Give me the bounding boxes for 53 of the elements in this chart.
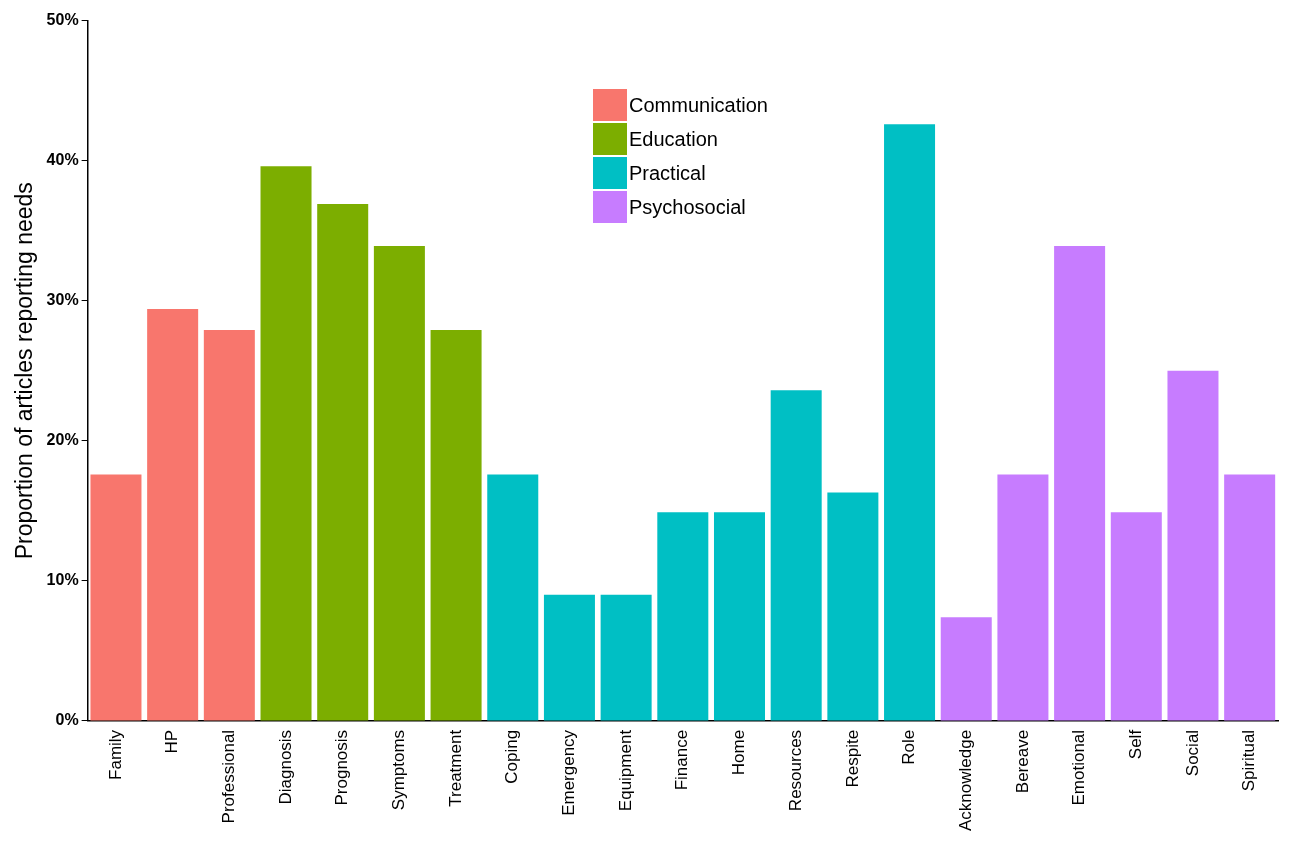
y-tick-label: 30%: [46, 291, 79, 309]
bar: [543, 594, 595, 721]
bar: [997, 474, 1049, 721]
legend-label: Practical: [629, 161, 706, 185]
y-tick-label: 50%: [46, 11, 79, 29]
bar: [203, 330, 255, 721]
y-tick-label: 0%: [55, 711, 79, 729]
x-tick-label: Bereave: [1012, 729, 1032, 794]
y-tick-label: 40%: [46, 151, 79, 169]
x-tick-label: Self: [1125, 729, 1145, 760]
x-tick-label: Home: [729, 729, 749, 776]
x-tick-label: Role: [899, 729, 919, 765]
bar: [260, 166, 312, 721]
bar: [373, 246, 425, 721]
bar: [940, 617, 992, 721]
x-tick-label: Acknowledge: [955, 729, 975, 831]
legend-label: Communication: [629, 93, 768, 117]
x-tick-label: Resources: [785, 729, 805, 812]
x-tick-label: Emotional: [1069, 729, 1089, 806]
x-tick-label: Professional: [219, 729, 239, 824]
bar: [487, 474, 539, 721]
bar: [657, 512, 709, 721]
x-tick-label: HP: [162, 729, 182, 754]
x-tick-label: Spiritual: [1239, 729, 1259, 792]
bar: [1054, 246, 1106, 721]
x-tick-label: Emergency: [559, 729, 579, 816]
legend-label: Psychosocial: [629, 195, 746, 219]
bar: [713, 512, 765, 721]
bar: [1167, 370, 1219, 721]
bar: [147, 309, 199, 721]
bar: [317, 204, 369, 721]
bar: [1110, 512, 1162, 721]
x-tick-label: Social: [1182, 729, 1202, 777]
x-tick-label: Finance: [672, 729, 692, 791]
bar: [827, 492, 879, 721]
y-tick-label: 10%: [46, 571, 79, 589]
x-tick-label: Treatment: [445, 729, 465, 807]
x-tick-label: Coping: [502, 729, 522, 784]
x-tick-label: Equipment: [615, 729, 635, 812]
bar: [1224, 474, 1276, 721]
x-tick-label: Respite: [842, 729, 862, 788]
legend-label: Education: [629, 127, 718, 151]
y-axis-title: Proportion of articles reporting needs: [11, 182, 38, 560]
bar: [430, 330, 482, 721]
bar: [600, 594, 652, 721]
x-tick-label: Prognosis: [332, 729, 352, 806]
x-tick-label: Family: [105, 729, 125, 780]
x-tick-label: Diagnosis: [275, 729, 295, 805]
x-tick-label: Symptoms: [389, 729, 409, 811]
bar: [884, 124, 936, 721]
bar: [90, 474, 142, 721]
bar: [770, 390, 822, 721]
y-tick-label: 20%: [46, 431, 79, 449]
